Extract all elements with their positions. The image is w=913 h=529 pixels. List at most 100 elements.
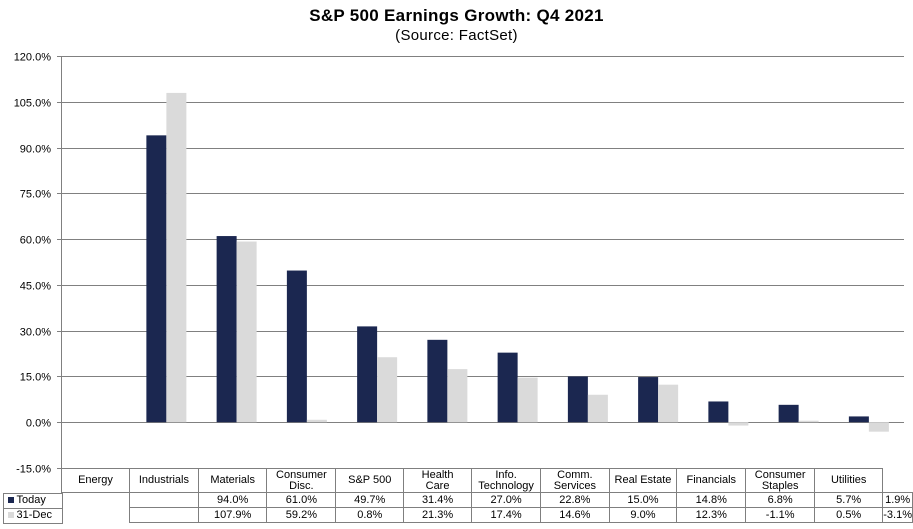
x-category-label: Consumer Disc. [266, 468, 337, 493]
category-label-line: Industrials [138, 474, 189, 486]
bar-today [286, 270, 307, 423]
y-axis-ticks: -15.0% 0.0% 15.0% 30.0% 45.0% 60.0% 75.0% 90.0%… [14, 52, 61, 476]
legend-swatch [7, 497, 14, 504]
y-tick-label: 0.0% [26, 418, 51, 430]
y-tick-label: 15.0% [20, 372, 51, 384]
data-label: 6.8% [745, 492, 816, 508]
legend-label: 31-Dec [16, 508, 52, 521]
data-label [128, 492, 199, 508]
y-tick-label: 75.0% [20, 189, 51, 201]
data-label: 12.3% [676, 507, 747, 523]
data-label: -3.1% [882, 507, 913, 523]
x-category-label: Financials [676, 468, 747, 493]
bar-31-dec [236, 241, 257, 423]
x-category-label: Utilities [814, 468, 884, 493]
y-tick-label: 45.0% [20, 281, 51, 293]
x-category-label: Industrials [128, 468, 199, 493]
x-category-label: Energy [61, 468, 130, 493]
bar-31-dec [377, 357, 398, 423]
bar-31-dec [166, 92, 187, 423]
x-category-label: S&P 500 [335, 468, 405, 493]
bar-31-dec [798, 420, 819, 423]
bar-today [567, 376, 588, 423]
chart-title: S&P 500 Earnings Growth: Q4 2021 [309, 6, 604, 25]
x-category-label: Materials [197, 468, 268, 493]
data-label: -1.1% [745, 507, 816, 523]
data-label: 5.7% [814, 492, 884, 508]
bar-today [216, 236, 237, 423]
bar-31-dec [868, 422, 889, 432]
y-tick-label: -15.0% [16, 464, 51, 476]
data-label: 0.8% [335, 507, 405, 523]
y-tick-label: 60.0% [20, 235, 51, 247]
category-label-line: S&P 500 [348, 474, 392, 486]
bars [146, 92, 889, 432]
bar-31-dec [306, 419, 327, 423]
bar-today [427, 339, 448, 423]
data-label [128, 507, 199, 523]
data-label: 21.3% [403, 507, 472, 523]
gridlines [61, 56, 904, 423]
bar-31-dec [447, 369, 468, 423]
data-label: 0.5% [814, 507, 884, 523]
bar-today [778, 404, 799, 423]
bar-31-dec [587, 394, 608, 423]
legend-entry: Today [2, 493, 63, 509]
legend-entry: 31-Dec [2, 507, 63, 524]
data-label: 49.7% [335, 492, 405, 508]
bar-today [708, 401, 729, 423]
bar-today [848, 416, 869, 423]
x-category-label: Consumer Staples [745, 468, 816, 493]
y-tick-label: 105.0% [14, 98, 52, 110]
category-label-line: Info. [495, 468, 517, 481]
data-label: 59.2% [266, 507, 337, 523]
category-label-line: Technology [478, 479, 534, 492]
data-label: 27.0% [470, 492, 542, 508]
x-category-label: Comm. Services [540, 468, 610, 493]
category-header-row: Energy Industrials Materials Consumer Disc. S… [61, 468, 913, 493]
data-label: 9.0% [608, 507, 678, 523]
data-label: 107.9% [197, 507, 268, 523]
y-tick-label: 120.0% [14, 52, 52, 64]
x-category-label: Real Estate [608, 468, 678, 493]
bar-today [497, 352, 518, 423]
category-label-line: Financials [686, 474, 737, 486]
y-tick-label: 90.0% [20, 144, 51, 156]
data-label: 14.8% [676, 492, 747, 508]
category-label-line: Consumer [276, 468, 327, 481]
data-label: 22.8% [540, 492, 610, 508]
series-row-31-dec: 31-Dec 107.9% 59.2% 0.8% 21.3% 17.4% 14.6% 9.0%… [2, 507, 913, 524]
bar-31-dec [517, 377, 538, 423]
data-label: 31.4% [403, 492, 472, 508]
bar-31-dec [658, 384, 679, 423]
category-label-line: Disc. [289, 479, 314, 492]
bar-31-dec [728, 422, 749, 426]
category-label-line: Utilities [830, 474, 867, 486]
category-label-line: Services [553, 479, 596, 492]
category-label-line: Health [421, 468, 454, 481]
category-label-line: Materials [210, 474, 255, 486]
data-table: Energy Industrials Materials Consumer Disc. S… [2, 468, 913, 524]
data-label: 1.9% [882, 492, 913, 508]
series-row-today: Today 94.0% 61.0% 49.7% 31.4% 27.0% 22.8% 15.0%… [2, 492, 913, 509]
bar-today [146, 135, 167, 423]
x-category-label: Info. Technology [470, 468, 542, 493]
data-label: 15.0% [608, 492, 678, 508]
bar-today [357, 326, 378, 423]
data-label: 94.0% [197, 492, 268, 508]
bar-today [638, 377, 659, 423]
y-tick-label: 30.0% [20, 327, 51, 339]
data-label: 61.0% [266, 492, 337, 508]
category-label-line: Care [425, 479, 450, 492]
legend-label: Today [16, 494, 46, 506]
x-category-label: Health Care [403, 468, 472, 493]
category-label-line: Energy [78, 474, 113, 486]
category-label-line: Comm. [557, 468, 593, 481]
chart-subtitle: (Source: FactSet) [395, 27, 518, 44]
category-label-line: Consumer [754, 468, 806, 481]
legend-swatch [7, 511, 14, 518]
data-label: 17.4% [470, 507, 542, 523]
data-label: 14.6% [540, 507, 610, 523]
category-label-line: Staples [761, 479, 799, 492]
